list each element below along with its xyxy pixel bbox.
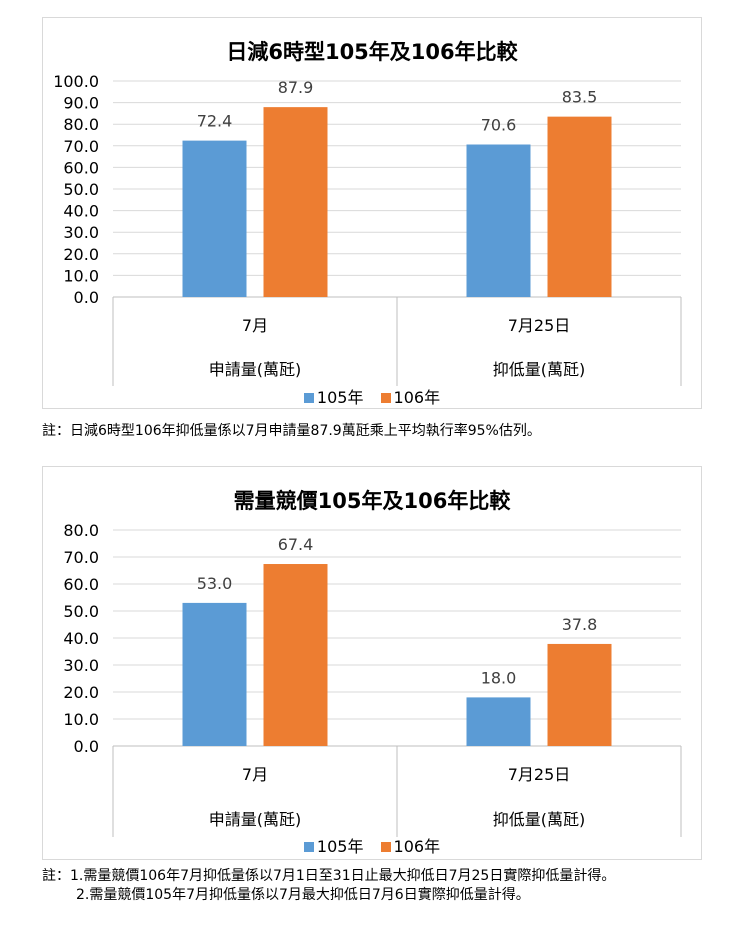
legend-item-106: 106年 <box>380 384 441 408</box>
bar <box>466 144 531 297</box>
legend-item-105: 105年 <box>303 384 364 408</box>
chart-plot-area: 0.0 10.0 20.0 30.0 40.0 50.0 60.0 70.0 80.0 53.0 6… <box>63 521 682 837</box>
legend-label: 105年 <box>316 388 364 407</box>
bar <box>182 602 247 746</box>
y-tick-label: 0.0 <box>74 737 99 756</box>
category-label: 7月 <box>242 316 268 335</box>
legend-swatch-105 <box>303 393 314 403</box>
bar <box>263 107 328 297</box>
bar <box>466 697 531 746</box>
y-tick-label: 50.0 <box>63 180 99 199</box>
y-tick-label: 10.0 <box>63 710 99 729</box>
y-tick-label: 70.0 <box>63 137 99 156</box>
bar <box>547 643 612 746</box>
legend-item-105: 105年 <box>303 833 364 857</box>
data-label: 18.0 <box>481 668 517 687</box>
y-tick-label: 80.0 <box>63 521 99 540</box>
y-tick-label: 80.0 <box>63 115 99 134</box>
legend-label: 106年 <box>393 837 441 856</box>
footnote: 註：1.需量競價106年7月抑低量係以7月1日至31日止最大抑低日7月25日實際… <box>42 867 615 905</box>
y-tick-label: 20.0 <box>63 245 99 264</box>
y-tick-label: 10.0 <box>63 266 99 285</box>
y-tick-label: 70.0 <box>63 548 99 567</box>
y-tick-label: 60.0 <box>63 575 99 594</box>
legend-swatch-106 <box>380 842 391 852</box>
y-tick-label: 90.0 <box>63 94 99 113</box>
y-tick-label: 0.0 <box>74 288 99 307</box>
y-tick-label: 20.0 <box>63 683 99 702</box>
y-tick-label: 30.0 <box>63 656 99 675</box>
bar <box>263 564 328 746</box>
category-group-label: 抑低量(萬瓩) <box>493 360 586 379</box>
legend-label: 105年 <box>316 837 364 856</box>
bar <box>547 116 612 297</box>
data-label: 67.4 <box>278 535 314 554</box>
chart-panel-demand-bidding: 0.0 10.0 20.0 30.0 40.0 50.0 60.0 70.0 80.0 53.0 6… <box>42 466 702 860</box>
y-tick-label: 30.0 <box>63 223 99 242</box>
y-tick-label: 60.0 <box>63 158 99 177</box>
legend-swatch-106 <box>380 393 391 403</box>
y-tick-label: 40.0 <box>63 202 99 221</box>
data-label: 53.0 <box>197 574 233 593</box>
chart-plot-area: 0.0 10.0 20.0 30.0 40.0 50.0 60.0 70.0 80.0 90.0 1… <box>53 72 682 386</box>
legend-swatch-105 <box>303 842 314 852</box>
legend-label: 106年 <box>393 388 441 407</box>
chart-legend: 105年 106年 <box>43 833 701 857</box>
chart-title: 需量競價105年及106年比較 <box>233 489 511 513</box>
chart-panel-daily-reduction: 0.0 10.0 20.0 30.0 40.0 50.0 60.0 70.0 80.0 90.0 1… <box>42 17 702 409</box>
category-label: 7月25日 <box>508 765 571 784</box>
data-label: 83.5 <box>562 88 598 107</box>
category-group-label: 申請量(萬瓩) <box>209 810 302 829</box>
footnote-line: 2.需量競價105年7月抑低量係以7月最大抑低日7月6日實際抑低量計得。 <box>76 887 530 903</box>
data-label: 72.4 <box>197 112 233 131</box>
y-tick-label: 50.0 <box>63 602 99 621</box>
y-tick-label: 40.0 <box>63 629 99 648</box>
y-tick-label: 100.0 <box>53 72 99 91</box>
chart-legend: 105年 106年 <box>43 384 701 408</box>
data-label: 70.6 <box>481 116 517 135</box>
footnote: 註：日減6時型106年抑低量係以7月申請量87.9萬瓩乘上平均執行率95%估列。 <box>42 423 541 439</box>
bar <box>182 140 247 297</box>
data-label: 87.9 <box>278 78 314 97</box>
footnote-line: 註：1.需量競價106年7月抑低量係以7月1日至31日止最大抑低日7月25日實際… <box>42 868 616 884</box>
category-label: 7月 <box>242 765 268 784</box>
data-label: 37.8 <box>562 615 598 634</box>
category-label: 7月25日 <box>508 316 571 335</box>
legend-item-106: 106年 <box>380 833 441 857</box>
category-group-label: 抑低量(萬瓩) <box>493 810 586 829</box>
category-group-label: 申請量(萬瓩) <box>209 360 302 379</box>
chart-title: 日減6時型105年及106年比較 <box>226 40 518 64</box>
